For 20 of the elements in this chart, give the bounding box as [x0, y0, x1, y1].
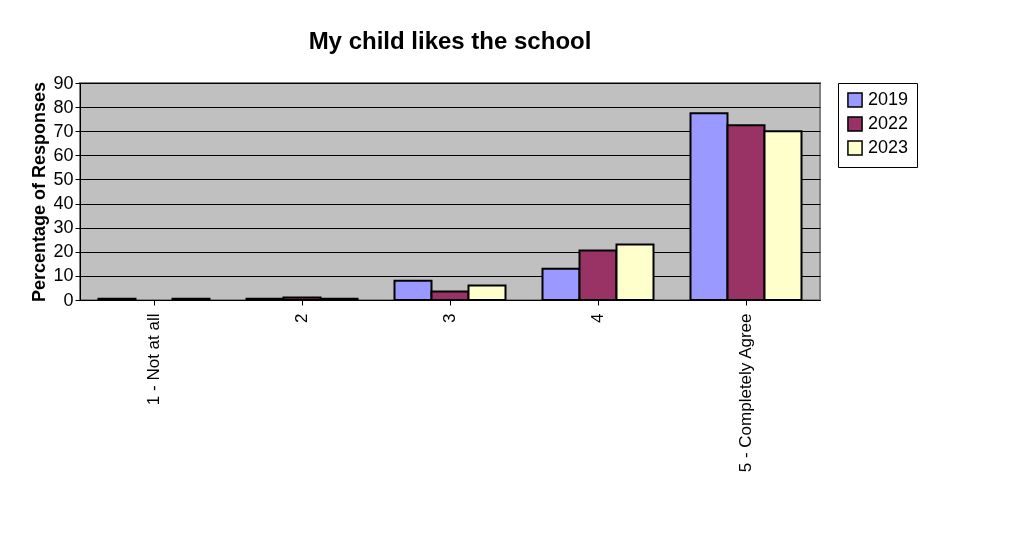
- legend-label: 2022: [868, 113, 909, 133]
- chart-title: My child likes the school: [308, 27, 592, 54]
- legend-label: 2023: [868, 137, 909, 157]
- x-tick-label: 1 - Not at all: [144, 313, 163, 406]
- x-tick-label: 4: [588, 313, 607, 323]
- y-tick-label: 10: [53, 265, 74, 286]
- y-tick-label: 80: [53, 96, 74, 117]
- y-axis-title: Percentage of Responses: [29, 81, 50, 303]
- y-tick-label: 90: [53, 72, 74, 93]
- y-tick-label: 70: [53, 120, 74, 141]
- x-tick-label: 2: [292, 313, 311, 323]
- legend-label: 2019: [868, 89, 909, 109]
- y-tick-label: 0: [63, 289, 74, 310]
- x-tick-label: 5 - Completely Agree: [736, 313, 755, 473]
- y-tick-label: 40: [53, 193, 74, 214]
- y-tick-label: 60: [53, 144, 74, 165]
- y-tick-label: 50: [53, 168, 74, 189]
- y-tick-label: 30: [53, 217, 74, 238]
- x-tick-label: 3: [440, 313, 459, 323]
- y-tick-label: 20: [53, 241, 74, 262]
